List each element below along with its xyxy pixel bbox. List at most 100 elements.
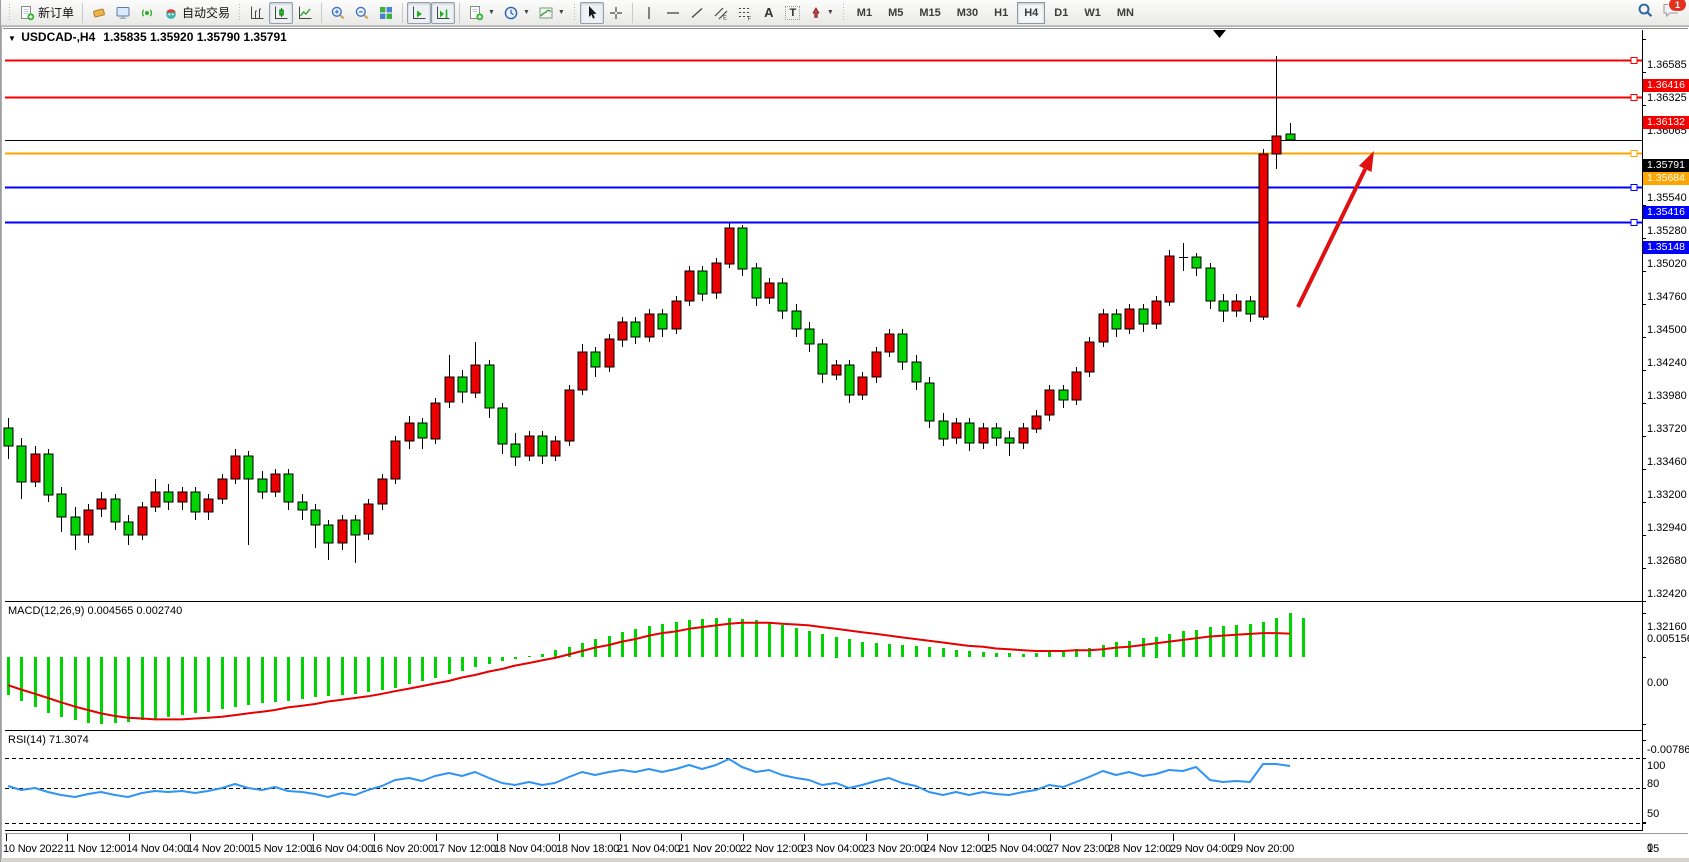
fibonacci-tool-button[interactable]: F: [733, 2, 757, 24]
candle-body[interactable]: [630, 321, 641, 338]
timeframe-H1[interactable]: H1: [994, 6, 1009, 19]
candle-body[interactable]: [751, 267, 762, 299]
candle-body[interactable]: [724, 227, 735, 265]
candle-body[interactable]: [1245, 300, 1256, 315]
text-label-tool-button[interactable]: T: [781, 2, 805, 24]
candle-body[interactable]: [1285, 133, 1296, 141]
candlestick-chart-button[interactable]: [269, 1, 294, 24]
candle-body[interactable]: [644, 313, 655, 338]
timeframe-M1[interactable]: M1: [856, 6, 873, 19]
candle-body[interactable]: [991, 427, 1002, 439]
timeframe-D1[interactable]: D1: [1054, 6, 1069, 19]
indicators-button[interactable]: ▼: [464, 2, 499, 24]
candle-body[interactable]: [1271, 135, 1282, 155]
bar-chart-button[interactable]: [245, 2, 269, 24]
candle-body[interactable]: [70, 516, 81, 536]
candle-body[interactable]: [951, 422, 962, 439]
candle-body[interactable]: [110, 498, 121, 523]
candle-body[interactable]: [657, 313, 668, 330]
tile-windows-button[interactable]: [374, 2, 398, 24]
candle-body[interactable]: [83, 509, 94, 536]
candle-body[interactable]: [497, 407, 508, 445]
candle-body[interactable]: [831, 364, 842, 376]
equidistant-channel-tool-button[interactable]: E: [709, 2, 733, 24]
candle-body[interactable]: [1151, 300, 1162, 325]
candle-body[interactable]: [137, 506, 148, 536]
candle-body[interactable]: [1018, 427, 1029, 444]
candle-body[interactable]: [1124, 308, 1135, 330]
candle-body[interactable]: [1111, 313, 1122, 330]
trend-arrow-shaft[interactable]: [1296, 168, 1368, 308]
candle-body[interactable]: [1191, 256, 1202, 269]
candle-body[interactable]: [577, 351, 588, 391]
candle-body[interactable]: [430, 402, 441, 440]
chart-surface[interactable]: [1, 26, 1689, 862]
candle-body[interactable]: [911, 361, 922, 383]
candle-body[interactable]: [283, 473, 294, 503]
notifications-button[interactable]: 1: [1662, 0, 1687, 23]
timeframe-M5[interactable]: M5: [888, 6, 904, 19]
candle-body[interactable]: [16, 445, 27, 483]
candle-body[interactable]: [323, 524, 334, 544]
toolbar-grip[interactable]: [7, 3, 12, 22]
candle-body[interactable]: [457, 376, 468, 393]
candle-body[interactable]: [764, 282, 775, 299]
candle-body[interactable]: [550, 440, 561, 457]
toolbar-grip[interactable]: [237, 3, 243, 22]
candle-body[interactable]: [190, 491, 201, 513]
toolbar-grip[interactable]: [571, 3, 577, 22]
candle-body[interactable]: [1071, 371, 1082, 401]
candle-body[interactable]: [417, 422, 428, 439]
candle-body[interactable]: [203, 498, 214, 513]
timeframe-H4[interactable]: H4: [1017, 1, 1046, 24]
candle-body[interactable]: [844, 364, 855, 396]
candle-body[interactable]: [791, 310, 802, 330]
candle-body[interactable]: [897, 333, 908, 363]
candle-body[interactable]: [484, 364, 495, 409]
candle-body[interactable]: [1218, 300, 1229, 312]
candle-body[interactable]: [350, 519, 361, 536]
candle-body[interactable]: [163, 491, 174, 503]
candle-body[interactable]: [857, 376, 868, 396]
candle-body[interactable]: [444, 376, 455, 403]
new-order-button[interactable]: 新订单: [15, 2, 78, 24]
periods-button[interactable]: ▼: [499, 2, 534, 24]
market-watch-button[interactable]: [111, 2, 135, 24]
candle-body[interactable]: [884, 333, 895, 353]
arrows-tool-button[interactable]: ▼: [805, 2, 838, 24]
level-end-marker[interactable]: [1630, 150, 1638, 157]
candle-body[interactable]: [3, 427, 14, 447]
candle-body[interactable]: [270, 473, 281, 493]
level-end-marker[interactable]: [1630, 184, 1638, 191]
candle-body[interactable]: [404, 422, 415, 442]
horizontal-line-tool-button[interactable]: [661, 2, 685, 24]
timeframe-MN[interactable]: MN: [1116, 6, 1134, 19]
candle-body[interactable]: [363, 503, 374, 535]
candle-body[interactable]: [964, 422, 975, 444]
trend-arrow-head[interactable]: [1358, 151, 1374, 172]
candle-body[interactable]: [671, 300, 682, 330]
candle-body[interactable]: [177, 491, 188, 503]
signal-button[interactable]: [135, 2, 159, 24]
candle-body[interactable]: [390, 440, 401, 480]
history-center-button[interactable]: [87, 2, 111, 24]
candle-body[interactable]: [377, 478, 388, 505]
timeframe-M30[interactable]: M30: [956, 6, 979, 19]
candle-body[interactable]: [257, 478, 268, 493]
candle-body[interactable]: [590, 351, 601, 368]
macd-rsi-splitter[interactable]: [5, 731, 1642, 733]
candle-body[interactable]: [510, 443, 521, 458]
candle-body[interactable]: [1164, 255, 1175, 303]
main-macd-splitter[interactable]: [5, 602, 1642, 604]
candle-body[interactable]: [1138, 308, 1149, 325]
candle-body[interactable]: [310, 509, 321, 526]
candle-body[interactable]: [1031, 415, 1042, 430]
trendline-tool-button[interactable]: [685, 2, 709, 24]
candle-body[interactable]: [337, 519, 348, 544]
candle-body[interactable]: [1058, 389, 1069, 401]
candle-body[interactable]: [1044, 389, 1055, 416]
auto-scroll-button[interactable]: [407, 1, 432, 24]
chart-shift-button[interactable]: [431, 1, 456, 24]
zoom-out-button[interactable]: [350, 2, 374, 24]
candle-body[interactable]: [470, 364, 481, 394]
